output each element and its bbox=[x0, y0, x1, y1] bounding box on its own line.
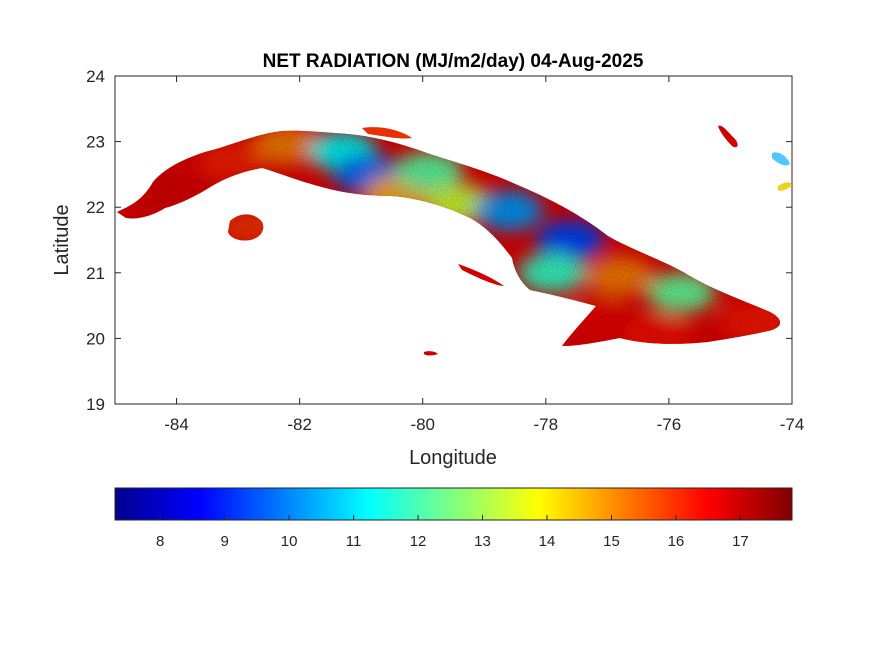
colorbar bbox=[114, 487, 793, 521]
y-tick-label: 22 bbox=[86, 198, 105, 217]
colorbar-tick-label: 16 bbox=[668, 533, 685, 550]
x-tick-label: -76 bbox=[657, 415, 682, 434]
chart-title: NET RADIATION (MJ/m2/day) 04-Aug-2025 bbox=[263, 51, 644, 72]
cay-fragment bbox=[362, 127, 412, 139]
y-tick-label: 21 bbox=[86, 264, 105, 283]
bahamas-fragment bbox=[772, 152, 790, 166]
y-axis: 19 20 21 22 23 24 bbox=[86, 67, 792, 414]
plot-area bbox=[114, 75, 793, 405]
x-tick-label: -82 bbox=[287, 415, 312, 434]
colorbar-tick-label: 11 bbox=[346, 533, 362, 550]
colorbar-tick-label: 10 bbox=[281, 533, 298, 550]
x-tick-label: -84 bbox=[164, 415, 189, 434]
colorbar-tick-label: 15 bbox=[603, 533, 620, 550]
colorbar-tick-label: 8 bbox=[156, 533, 164, 550]
y-tick-label: 20 bbox=[86, 329, 105, 348]
x-tick-label: -78 bbox=[534, 415, 559, 434]
x-tick-label: -74 bbox=[780, 415, 805, 434]
colorbar-tick-label: 13 bbox=[474, 533, 491, 550]
bahamas-fragment-2 bbox=[778, 182, 792, 191]
y-axis-title: Latitude bbox=[51, 204, 73, 275]
colorbar-tick-label: 12 bbox=[410, 533, 427, 550]
colorbar-ticks: 8 9 10 11 12 13 14 15 16 17 bbox=[156, 515, 749, 550]
y-tick-label: 24 bbox=[86, 67, 105, 86]
y-tick-label: 23 bbox=[86, 133, 105, 152]
x-tick-label: -80 bbox=[410, 415, 435, 434]
island-fragment-north bbox=[718, 125, 738, 148]
cay-fragment-3 bbox=[458, 264, 504, 286]
x-axis-title: Longitude bbox=[409, 447, 497, 469]
colorbar-tick-label: 14 bbox=[539, 533, 556, 550]
y-tick-label: 19 bbox=[86, 395, 105, 414]
x-axis: -84 -82 -80 -78 -76 -74 bbox=[164, 76, 804, 434]
cay-fragment-2 bbox=[424, 351, 438, 356]
colorbar-tick-label: 9 bbox=[220, 533, 228, 550]
colorbar-tick-label: 17 bbox=[732, 533, 749, 550]
